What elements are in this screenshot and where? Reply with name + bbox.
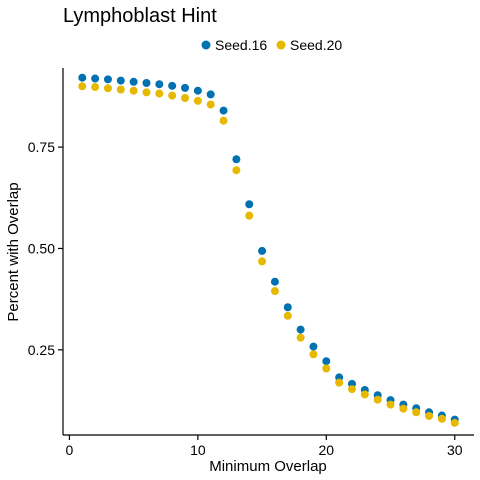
data-point — [270, 287, 279, 296]
data-point — [322, 357, 331, 366]
data-point — [193, 86, 202, 95]
data-point — [425, 411, 434, 420]
data-point — [78, 82, 87, 91]
data-point — [116, 85, 125, 94]
x-tick-label: 0 — [66, 442, 74, 458]
data-point — [116, 76, 125, 85]
y-ticks: 0.25 0.50 0.75 — [28, 139, 63, 358]
data-point — [283, 303, 292, 312]
data-point — [142, 79, 151, 88]
data-points — [78, 73, 459, 427]
data-point — [283, 311, 292, 320]
series-seed-20 — [78, 82, 459, 427]
data-point — [129, 86, 138, 95]
y-tick-label: 0.75 — [28, 139, 55, 155]
x-ticks: 0 10 20 30 — [66, 435, 463, 458]
data-point — [206, 90, 215, 99]
axes: 0 10 20 30 0.25 0.50 0.75 — [28, 68, 474, 458]
legend-label: Seed.20 — [290, 37, 342, 53]
data-point — [386, 400, 395, 409]
legend-marker — [276, 40, 286, 50]
x-tick-label: 20 — [319, 442, 335, 458]
data-point — [219, 116, 228, 125]
data-point — [437, 414, 446, 423]
data-point — [91, 74, 100, 83]
data-point — [270, 277, 279, 286]
data-point — [232, 155, 241, 164]
data-point — [309, 350, 318, 359]
legend: Seed.16 Seed.20 — [201, 37, 342, 53]
y-tick-label: 0.50 — [28, 240, 55, 256]
data-point — [322, 364, 331, 373]
data-point — [360, 390, 369, 399]
legend-marker — [201, 40, 211, 50]
data-point — [373, 395, 382, 404]
data-point — [296, 333, 305, 342]
data-point — [193, 96, 202, 105]
data-point — [168, 81, 177, 90]
data-point — [155, 89, 164, 98]
y-axis-title: Percent with Overlap — [5, 182, 22, 321]
data-point — [206, 100, 215, 109]
data-point — [258, 246, 267, 255]
data-point — [103, 84, 112, 93]
data-point — [232, 166, 241, 175]
data-point — [296, 325, 305, 334]
data-point — [347, 385, 356, 394]
data-point — [450, 418, 459, 427]
data-point — [155, 80, 164, 89]
y-tick-label: 0.25 — [28, 342, 55, 358]
series-seed-16 — [78, 73, 459, 424]
data-point — [335, 378, 344, 387]
data-point — [219, 106, 228, 115]
data-point — [412, 408, 421, 417]
data-point — [181, 94, 190, 103]
data-point — [309, 342, 318, 351]
data-point — [245, 211, 254, 220]
x-tick-label: 10 — [190, 442, 206, 458]
data-point — [91, 83, 100, 92]
data-point — [245, 200, 254, 209]
x-tick-label: 30 — [447, 442, 463, 458]
data-point — [142, 88, 151, 97]
data-point — [103, 75, 112, 84]
data-point — [168, 91, 177, 100]
x-axis-title: Minimum Overlap — [209, 458, 327, 475]
data-point — [129, 77, 138, 86]
data-point — [258, 257, 267, 266]
data-point — [78, 73, 87, 82]
data-point — [181, 83, 190, 92]
legend-label: Seed.16 — [215, 37, 267, 53]
data-point — [399, 404, 408, 413]
chart-title: Lymphoblast Hint — [63, 5, 217, 27]
